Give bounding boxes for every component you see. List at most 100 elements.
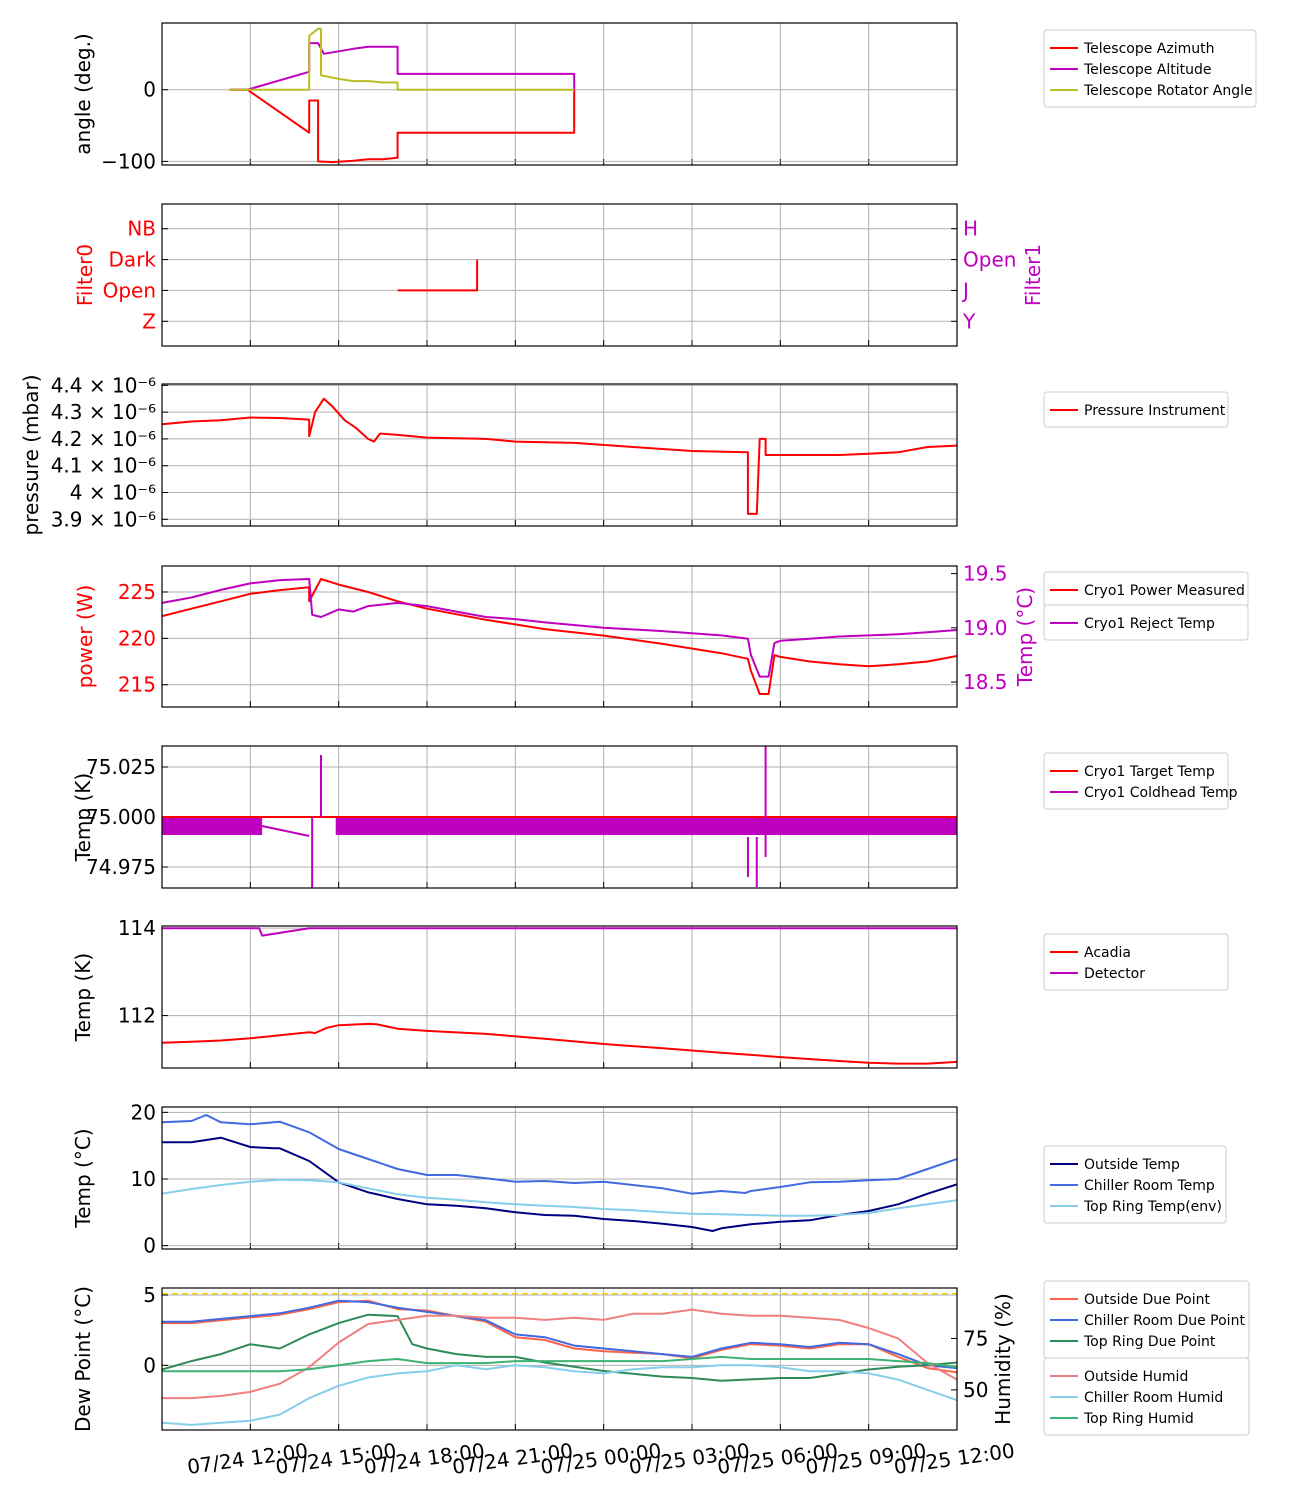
series-group [397, 259, 479, 292]
y-axis-label: Filter0 [73, 244, 97, 306]
y-axis-label: Temp (K) [71, 953, 95, 1042]
y-tick-label: 20 [131, 1100, 156, 1124]
panel-6: 112 114 Temp (K) Acadia Detector [71, 916, 1229, 1069]
series-line-1 [162, 397, 957, 515]
y-axis-label: Temp (°C) [71, 1128, 95, 1228]
panel-4: 215 220 225 18.5 19.0 19.5 power (W) Temp (°C) C… [73, 562, 1249, 708]
legend-label: Outside Temp [1084, 1157, 1180, 1173]
legend-label: Cryo1 Coldhead Temp [1084, 785, 1238, 801]
legend-frame [1043, 391, 1229, 428]
series-line-1 [229, 88, 576, 164]
panel-8: 0 5 50 75 Dew Point (°C) Humidity (%) Outside … [71, 1280, 1250, 1436]
legend-label: Telescope Rotator Angle [1083, 83, 1253, 99]
y-tick-label: 0 [143, 78, 156, 102]
legend-label: Cryo1 Target Temp [1084, 764, 1215, 780]
coldhead-band [162, 817, 263, 835]
axes-frame [161, 745, 958, 889]
y-axis-label: angle (deg.) [71, 33, 95, 155]
axes-frame [161, 1287, 958, 1431]
legend-frame [1043, 604, 1249, 641]
series-line-3 [162, 1178, 957, 1217]
y-tick-label: −100 [101, 149, 156, 173]
legend-box: Cryo1 Power Measured [1043, 571, 1249, 608]
y-tick-label: 10 [131, 1167, 156, 1191]
y-tick-label: Z [142, 309, 156, 333]
y-tick-label: 4.3 × 10⁻⁶ [51, 400, 156, 424]
y-tick-label: NB [127, 217, 156, 241]
y-axis-label-right: Temp (°C) [1013, 587, 1037, 687]
coldhead-band [335, 817, 957, 835]
y-axis-label: Temp (K) [71, 773, 95, 862]
axes-frame [161, 565, 958, 708]
y-axis-label: Dew Point (°C) [71, 1286, 95, 1432]
series-line-1 [162, 1136, 957, 1232]
series-line-6 [162, 1355, 957, 1373]
y-tick-label-right: J [961, 278, 969, 302]
y-tick-label: 5 [143, 1283, 156, 1307]
series-group [229, 27, 576, 164]
y-tick-label: 4.2 × 10⁻⁶ [51, 427, 156, 451]
legend-label: Chiller Room Due Point [1084, 1313, 1245, 1329]
y-axis-label-right: Humidity (%) [991, 1293, 1015, 1425]
series-line-1 [162, 1299, 957, 1374]
legend-label: Outside Due Point [1084, 1292, 1211, 1308]
panel-2: Z Open Dark NB YJ Open H Filter0 Filter1 [73, 203, 1045, 347]
legend-label: Telescope Altitude [1083, 62, 1212, 78]
series-line-1 [162, 578, 957, 695]
series-line-2 [162, 1299, 957, 1370]
series-group [162, 1114, 957, 1232]
series-line-2 [162, 927, 957, 937]
legend-frame [1043, 752, 1229, 810]
legend-frame [1043, 933, 1229, 991]
panel-3: 3.9 × 10⁻⁶4 × 10⁻⁶ 4.1 × 10⁻⁶ 4.2 × 10⁻⁶ 4.… [19, 373, 1229, 536]
legend-box: Outside Due Point Chiller Room Due Point T… [1043, 1280, 1250, 1359]
legend-label: Detector [1084, 966, 1145, 982]
y-tick-label: 75.025 [86, 755, 156, 779]
legend-label: Telescope Azimuth [1083, 41, 1214, 57]
axes-frame [161, 383, 958, 527]
y-tick-label-right: 50 [963, 1378, 988, 1402]
legend-label: Chiller Room Temp [1084, 1178, 1215, 1194]
series-line-2 [162, 578, 957, 678]
legend-label: Top Ring Due Point [1083, 1334, 1216, 1350]
y-tick-label: 225 [118, 580, 156, 604]
legend-label: Pressure Instrument [1084, 403, 1226, 419]
y-tick-label-right: Open [963, 248, 1016, 272]
series-line-4 [162, 1308, 957, 1400]
y-tick-label: 112 [118, 1004, 156, 1028]
legend-box: Pressure Instrument [1043, 391, 1229, 428]
series-line-3 [229, 27, 575, 91]
y-tick-label: 4.1 × 10⁻⁶ [51, 454, 156, 478]
y-tick-label: 4 × 10⁻⁶ [70, 481, 156, 505]
y-tick-label: 75.000 [86, 805, 156, 829]
legend-label: Cryo1 Reject Temp [1084, 616, 1215, 632]
series-line-1 [162, 1022, 957, 1065]
y-tick-label: 220 [118, 626, 156, 650]
legend-label: Cryo1 Power Measured [1084, 583, 1245, 599]
series-line-2 [229, 42, 576, 91]
series-group [162, 397, 957, 515]
panel-1: −100 0 angle (deg.) Telescope Azimuth Telesc… [71, 22, 1257, 173]
series-line-1 [397, 259, 479, 292]
legend-label: Chiller Room Humid [1084, 1390, 1223, 1406]
legend-frame [1043, 1145, 1227, 1224]
y-tick-label-right: 19.5 [963, 562, 1008, 586]
axes-frame [161, 203, 958, 347]
legend-label: Acadia [1084, 945, 1131, 961]
series-line-2 [162, 1114, 957, 1195]
legend-frame [1043, 1357, 1250, 1436]
y-tick-label: Dark [109, 248, 157, 272]
axes-frame [161, 1106, 958, 1250]
legend-box: Outside Temp Chiller Room Temp Top Ring Te… [1043, 1145, 1227, 1224]
y-tick-label-right: 18.5 [963, 670, 1008, 694]
panel-7: 0 10 20 Temp (°C) Outside Temp Chiller Room T… [71, 1100, 1227, 1258]
y-axis-label-right: Filter1 [1021, 244, 1045, 306]
y-tick-label-right: 19.0 [963, 616, 1008, 640]
axes-frame [161, 925, 958, 1069]
legend-label: Top Ring Temp(env) [1083, 1199, 1222, 1215]
y-tick-label: 0 [143, 1234, 156, 1258]
legend-box: Cryo1 Reject Temp [1043, 604, 1249, 641]
series-group [162, 746, 957, 888]
axes-frame [161, 22, 958, 166]
